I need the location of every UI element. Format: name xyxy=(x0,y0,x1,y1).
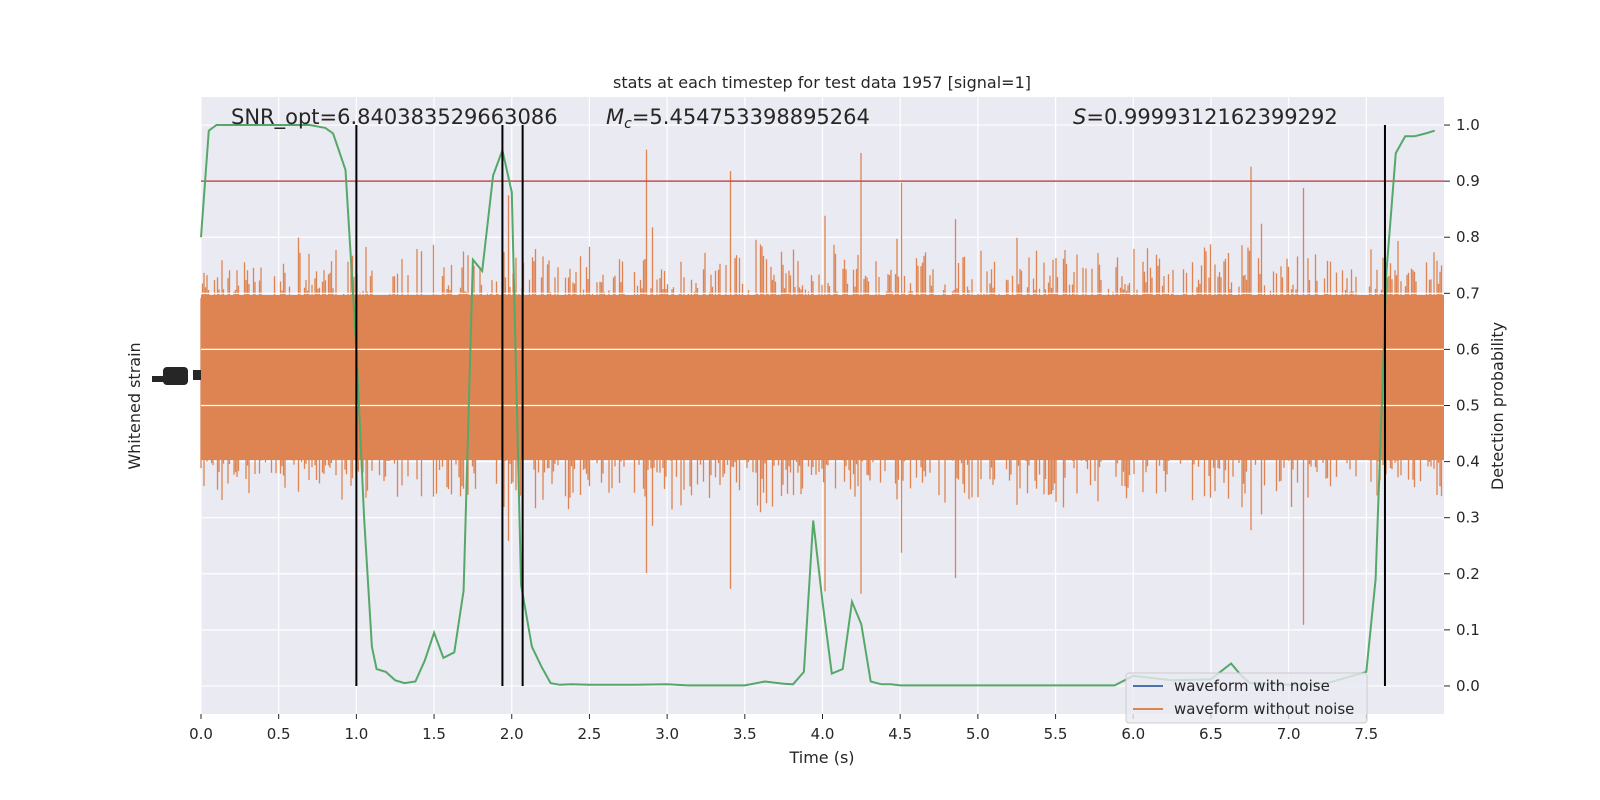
y-right-tick-label: 0.5 xyxy=(1456,397,1480,415)
x-tick-label: 5.5 xyxy=(1044,725,1068,743)
s-value: =0.9999312162399292 xyxy=(1086,105,1337,129)
left-tick-blob xyxy=(163,367,188,385)
y-axis-right-label: Detection probability xyxy=(1488,322,1507,490)
y-axis-left-label: Whitened strain xyxy=(125,342,144,469)
y-right-tick-label: 0.4 xyxy=(1456,453,1480,471)
x-tick-label: 3.0 xyxy=(655,725,679,743)
y-right-tick-labels: 0.0 0.1 0.2 0.3 0.4 0.5 0.6 0.7 0.8 0.9 1.0 xyxy=(1444,116,1480,695)
y-right-tick-label: 1.0 xyxy=(1456,116,1480,134)
detection-probability-series xyxy=(200,124,1444,687)
x-tick-label: 2.5 xyxy=(578,725,602,743)
x-tick-label: 1.0 xyxy=(344,725,368,743)
legend-label-with-noise: waveform with noise xyxy=(1174,677,1330,695)
snr-annotation: SNR_opt=6.840383529663086 xyxy=(231,105,558,130)
mc-subscript: c xyxy=(624,116,632,132)
x-tick-label: 6.0 xyxy=(1121,725,1145,743)
legend: waveform with noise waveform without noi… xyxy=(1125,672,1368,724)
x-tick-label: 5.0 xyxy=(966,725,990,743)
x-tick-label: 1.5 xyxy=(422,725,446,743)
mc-annotation: Mc=5.454753398895264 xyxy=(606,105,870,132)
x-tick-labels: 0.0 0.5 1.0 1.5 2.0 2.5 3.0 3.5 4.0 4.5 5.0 5.5 6.0 6… xyxy=(189,714,1378,743)
y-right-tick-label: 0.6 xyxy=(1456,340,1480,358)
x-tick-label: 0.5 xyxy=(267,725,291,743)
mc-value: =5.454753398895264 xyxy=(632,105,870,129)
y-right-tick-label: 0.9 xyxy=(1456,172,1480,190)
s-symbol: S xyxy=(1073,105,1086,129)
legend-box xyxy=(1125,672,1368,724)
x-tick-label: 4.0 xyxy=(811,725,835,743)
left-tick-blob xyxy=(193,370,201,380)
left-tick-blob xyxy=(152,376,172,382)
vertical-markers xyxy=(355,125,1386,686)
s-annotation: S=0.9999312162399292 xyxy=(1073,105,1338,129)
x-tick-label: 3.5 xyxy=(733,725,757,743)
x-tick-label: 6.5 xyxy=(1199,725,1223,743)
y-right-tick-label: 0.8 xyxy=(1456,228,1480,246)
x-tick-label: 4.5 xyxy=(888,725,912,743)
y-right-tick-label: 0.3 xyxy=(1456,509,1480,527)
x-tick-label: 7.5 xyxy=(1354,725,1378,743)
waveform-without-noise-series xyxy=(200,149,1444,625)
y-right-tick-label: 0.2 xyxy=(1456,565,1480,583)
y-right-tick-label: 0.0 xyxy=(1456,677,1480,695)
waveform-core xyxy=(201,295,1444,460)
x-axis-label: Time (s) xyxy=(788,748,854,767)
chart-title: stats at each timestep for test data 195… xyxy=(613,73,1031,92)
left-axis-overlapped-ticks xyxy=(152,367,201,385)
legend-label-without-noise: waveform without noise xyxy=(1174,700,1354,718)
x-tick-label: 7.0 xyxy=(1277,725,1301,743)
mc-symbol: M xyxy=(606,105,624,129)
x-tick-label: 2.0 xyxy=(500,725,524,743)
detection-probability-line xyxy=(200,124,1435,687)
y-right-tick-label: 0.7 xyxy=(1456,284,1480,302)
y-right-tick-label: 0.1 xyxy=(1456,621,1480,639)
x-tick-label: 0.0 xyxy=(189,725,213,743)
